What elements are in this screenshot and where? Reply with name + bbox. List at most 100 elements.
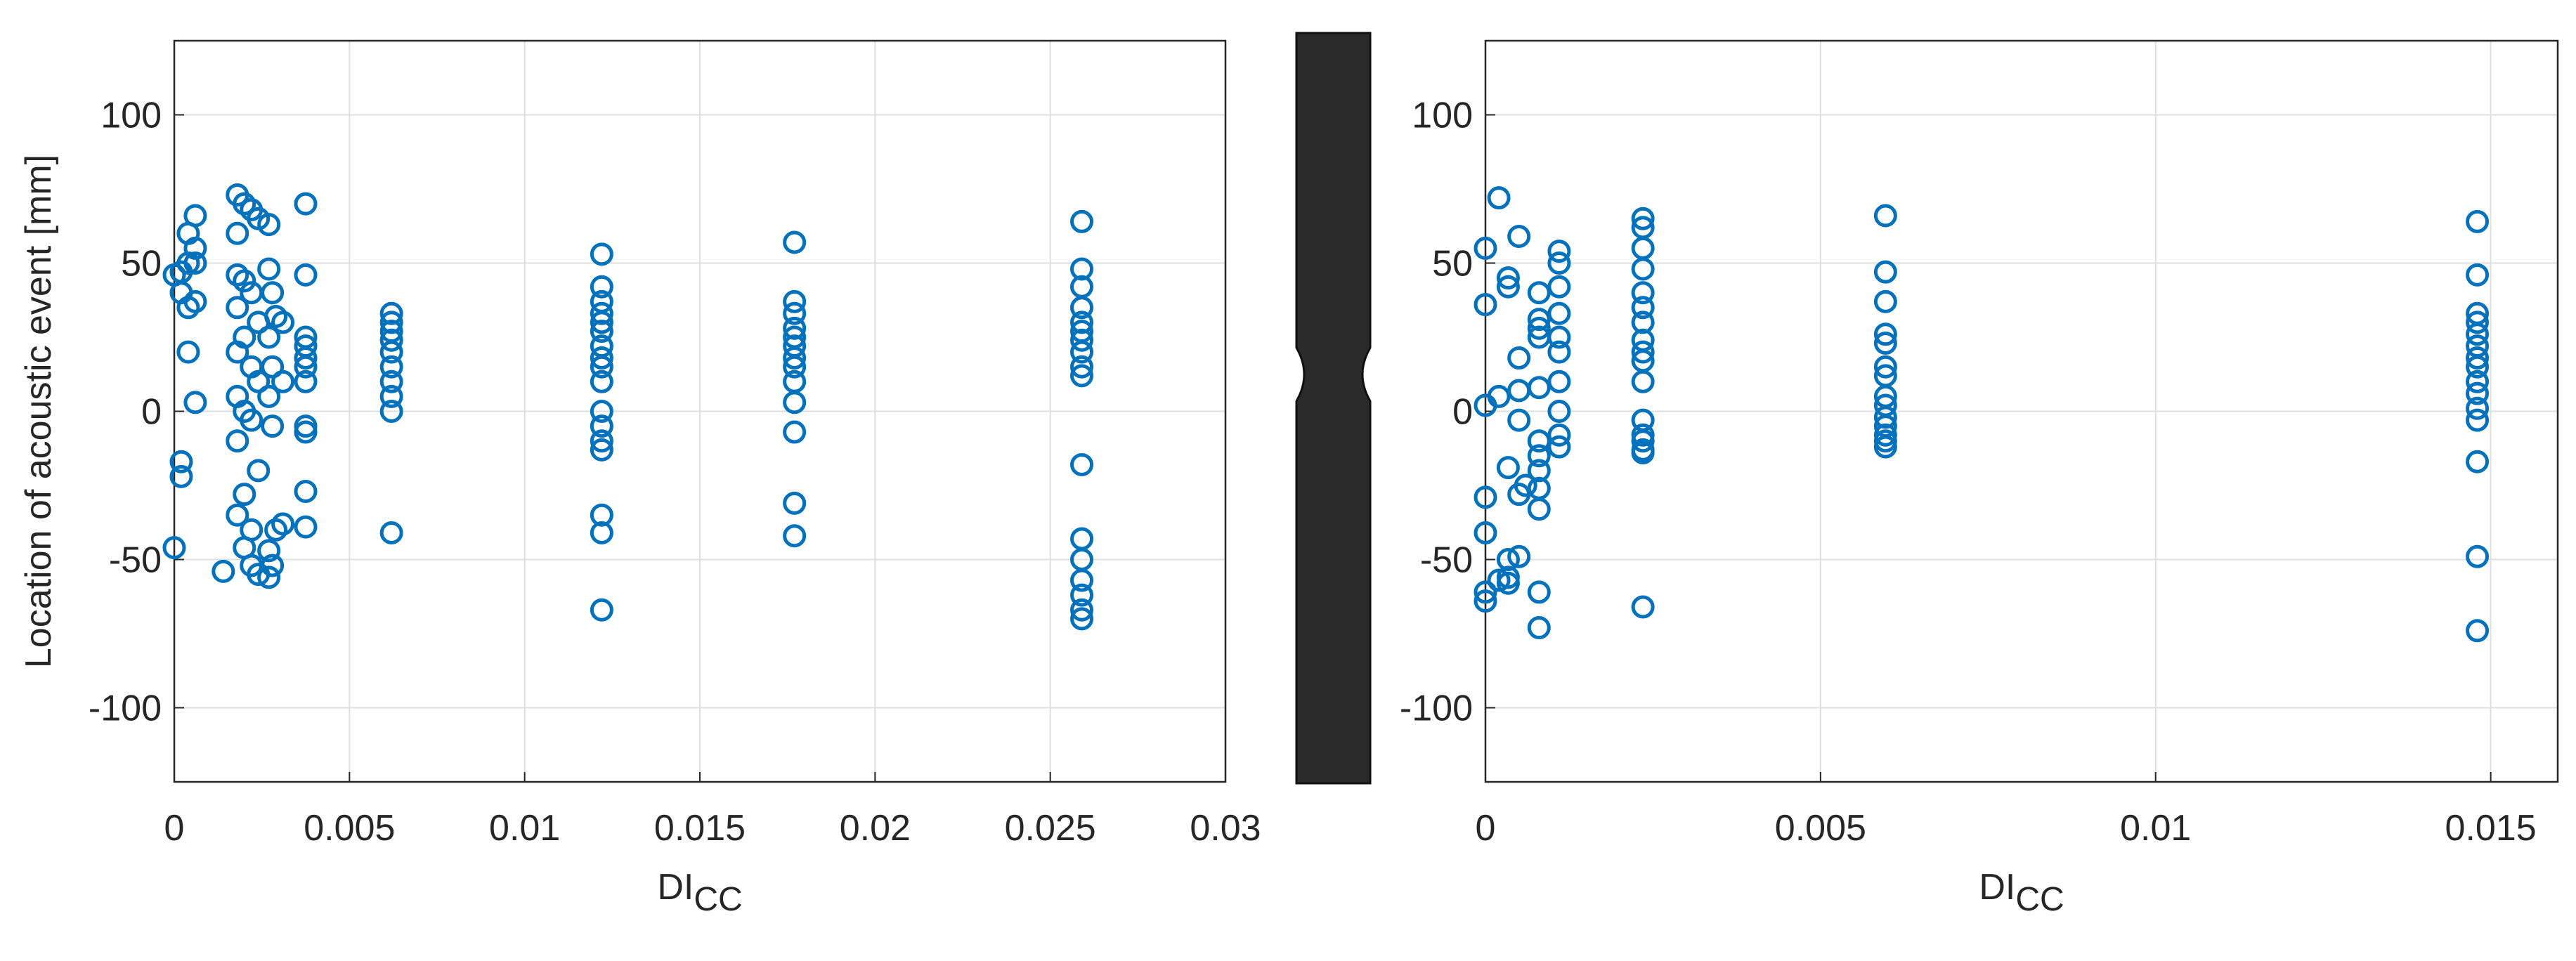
x-tick-label: 0.03 bbox=[1190, 808, 1261, 849]
x-axis-label-main: DI bbox=[1979, 867, 2015, 908]
point bbox=[1070, 355, 1094, 379]
point bbox=[1547, 240, 1571, 263]
point bbox=[1514, 473, 1537, 497]
point bbox=[240, 518, 264, 542]
point bbox=[162, 536, 186, 560]
point bbox=[590, 598, 613, 622]
point bbox=[1527, 444, 1551, 468]
point bbox=[261, 355, 285, 379]
point bbox=[2466, 355, 2490, 379]
point bbox=[590, 320, 613, 344]
point bbox=[1070, 209, 1094, 233]
point bbox=[1547, 301, 1571, 325]
point bbox=[294, 370, 318, 393]
point bbox=[379, 370, 403, 393]
point bbox=[1474, 236, 1497, 260]
x-axis-label-sub: CC bbox=[694, 881, 742, 918]
point bbox=[783, 491, 807, 515]
point bbox=[1631, 441, 1655, 465]
point bbox=[1547, 423, 1571, 447]
point bbox=[1070, 364, 1094, 388]
point bbox=[590, 400, 613, 423]
point bbox=[783, 420, 807, 444]
point bbox=[294, 346, 318, 370]
point bbox=[590, 355, 613, 379]
point bbox=[1070, 296, 1094, 320]
panel: 0 0.005 0.01 0.015 0.02 0.025 0.03 -100 -50 0 50 10… bbox=[18, 39, 1261, 918]
point bbox=[257, 384, 281, 408]
point bbox=[2466, 544, 2490, 568]
point bbox=[1547, 251, 1571, 275]
x-axis-label: DICC bbox=[1979, 867, 2064, 918]
point bbox=[379, 384, 403, 408]
point bbox=[2466, 310, 2490, 334]
point bbox=[169, 464, 193, 488]
point bbox=[783, 230, 807, 254]
point bbox=[2466, 396, 2490, 420]
point bbox=[261, 281, 285, 305]
point bbox=[1873, 322, 1897, 346]
x-axis-label: DICC bbox=[657, 867, 742, 918]
x-tick-label: 0 bbox=[164, 808, 185, 849]
point bbox=[257, 213, 281, 237]
point bbox=[783, 355, 807, 379]
point bbox=[1070, 328, 1094, 352]
point bbox=[1527, 429, 1551, 453]
point bbox=[247, 370, 271, 393]
point bbox=[1547, 275, 1571, 299]
y-tick-label: 0 bbox=[1452, 392, 1473, 433]
point bbox=[590, 503, 613, 527]
point bbox=[590, 438, 613, 462]
point bbox=[271, 310, 295, 334]
point bbox=[1507, 346, 1531, 370]
point bbox=[1631, 595, 1655, 619]
point bbox=[1527, 308, 1551, 332]
point bbox=[1496, 275, 1520, 299]
point bbox=[183, 236, 207, 260]
point bbox=[233, 325, 256, 349]
point bbox=[2466, 263, 2490, 287]
point bbox=[271, 512, 295, 536]
point bbox=[294, 192, 318, 216]
point bbox=[183, 289, 207, 313]
point bbox=[379, 340, 403, 364]
point bbox=[590, 414, 613, 438]
point bbox=[1873, 355, 1897, 379]
specimen-outline bbox=[1295, 32, 1372, 785]
point bbox=[590, 275, 613, 299]
point bbox=[1527, 580, 1551, 604]
point bbox=[257, 325, 281, 349]
point bbox=[226, 503, 249, 527]
point bbox=[1070, 583, 1094, 607]
y-tick-label: 50 bbox=[1432, 244, 1473, 285]
point bbox=[264, 304, 288, 328]
specimen-shape bbox=[1296, 33, 1370, 783]
plot-frame bbox=[173, 39, 1227, 783]
point bbox=[176, 340, 200, 364]
point bbox=[1527, 376, 1551, 400]
y-axis-label: Location of acoustic event [mm] bbox=[18, 155, 59, 668]
x-tick-label: 0.01 bbox=[489, 808, 560, 849]
point bbox=[233, 192, 256, 216]
point bbox=[783, 301, 807, 325]
x-tick-label: 0.01 bbox=[2120, 808, 2191, 849]
specimen bbox=[1295, 32, 1372, 785]
point bbox=[1547, 435, 1571, 459]
point bbox=[1873, 289, 1897, 313]
x-tick-label: 0.02 bbox=[840, 808, 911, 849]
point bbox=[1873, 204, 1897, 228]
point bbox=[1873, 331, 1897, 355]
point bbox=[1873, 435, 1897, 459]
point bbox=[169, 450, 193, 473]
point bbox=[1070, 310, 1094, 334]
point bbox=[379, 355, 403, 379]
point bbox=[226, 263, 249, 287]
point bbox=[1527, 459, 1551, 483]
point bbox=[1631, 207, 1655, 230]
x-tick-label: 0.025 bbox=[1005, 808, 1096, 849]
y-tick-label: 100 bbox=[1412, 96, 1473, 136]
point bbox=[1527, 281, 1551, 305]
point bbox=[257, 257, 281, 281]
point bbox=[590, 521, 613, 545]
point bbox=[1070, 257, 1094, 281]
